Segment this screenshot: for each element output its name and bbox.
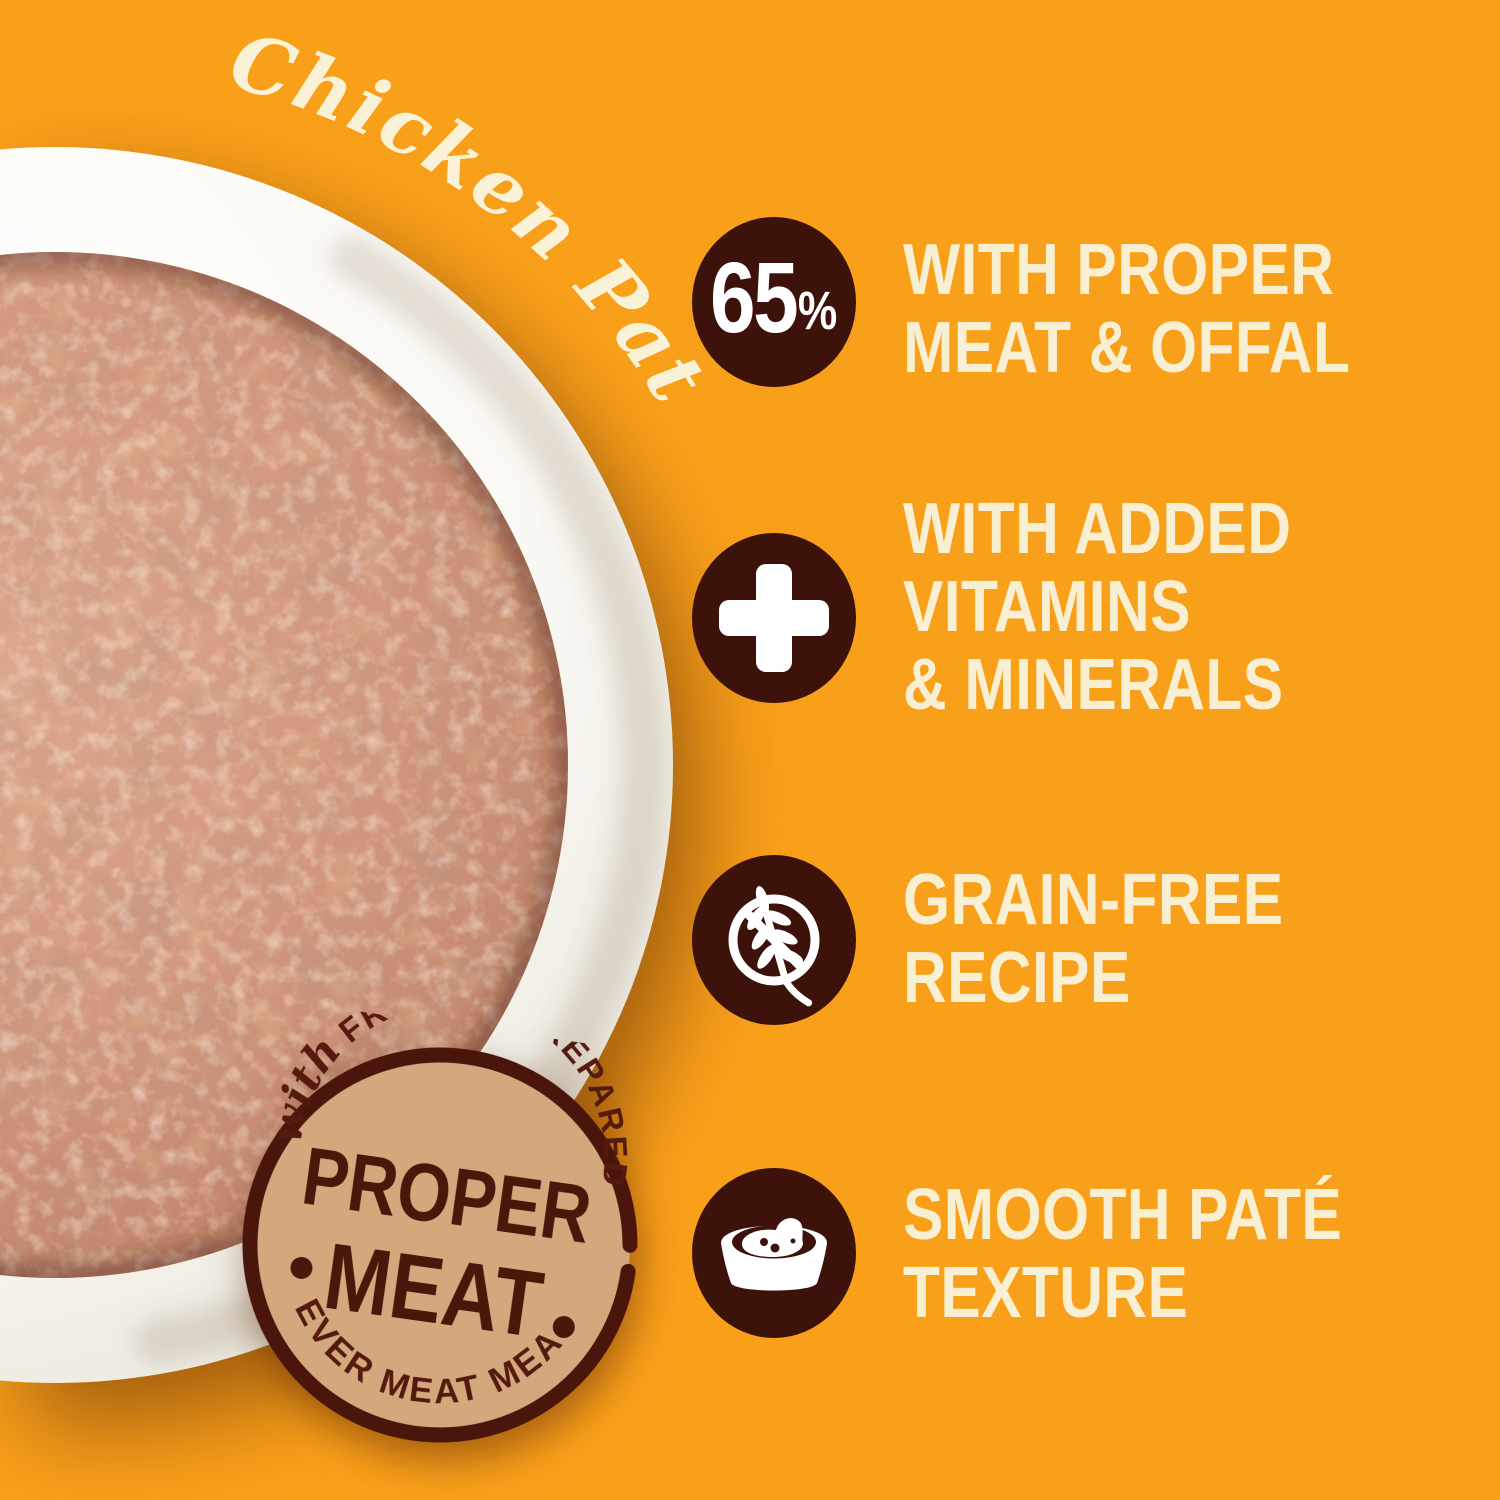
meat-left-dot [290,1256,313,1279]
percent-65-icon: 65 % [692,217,856,387]
feature-line: & MINERALS [903,645,1284,725]
feature-line: WITH PROPER [903,230,1335,310]
plus-glyph [719,564,829,672]
feature-line: RECIPE [903,938,1131,1018]
stat-65-percent: 65 % [710,248,837,348]
stat-number: 65 [710,242,799,354]
feature-label-smooth-pate: SMOOTH PATÉ TEXTURE [903,1176,1342,1332]
feature-line: WITH ADDED [903,489,1292,569]
feature-label-grain-free: GRAIN-FREE RECIPE [903,861,1284,1017]
feature-line: TEXTURE [903,1253,1189,1333]
stat-unit: % [798,281,838,341]
feature-label-meat-offal: WITH PROPER MEAT & OFFAL [903,231,1350,387]
feature-line: SMOOTH PATÉ [903,1175,1343,1255]
badge-ring [242,1047,638,1443]
no-grain-glyph [728,886,820,1007]
feature-line: MEAT & OFFAL [903,308,1351,388]
proper-meat-badge: withFRESHLY PREPARED PROPER MEAT NEVER M… [192,997,658,1443]
meat-right-dot [552,1316,575,1339]
grain-free-icon [692,855,856,1025]
plus-icon [692,533,856,703]
badge-background [249,1055,630,1435]
feature-line: GRAIN-FREE [903,860,1284,940]
feature-line: VITAMINS [903,567,1191,647]
pet-bowl-glyph [721,1218,827,1291]
pate-bowl-icon [692,1168,856,1338]
feature-label-vitamins: WITH ADDED VITAMINS & MINERALS [903,490,1291,724]
